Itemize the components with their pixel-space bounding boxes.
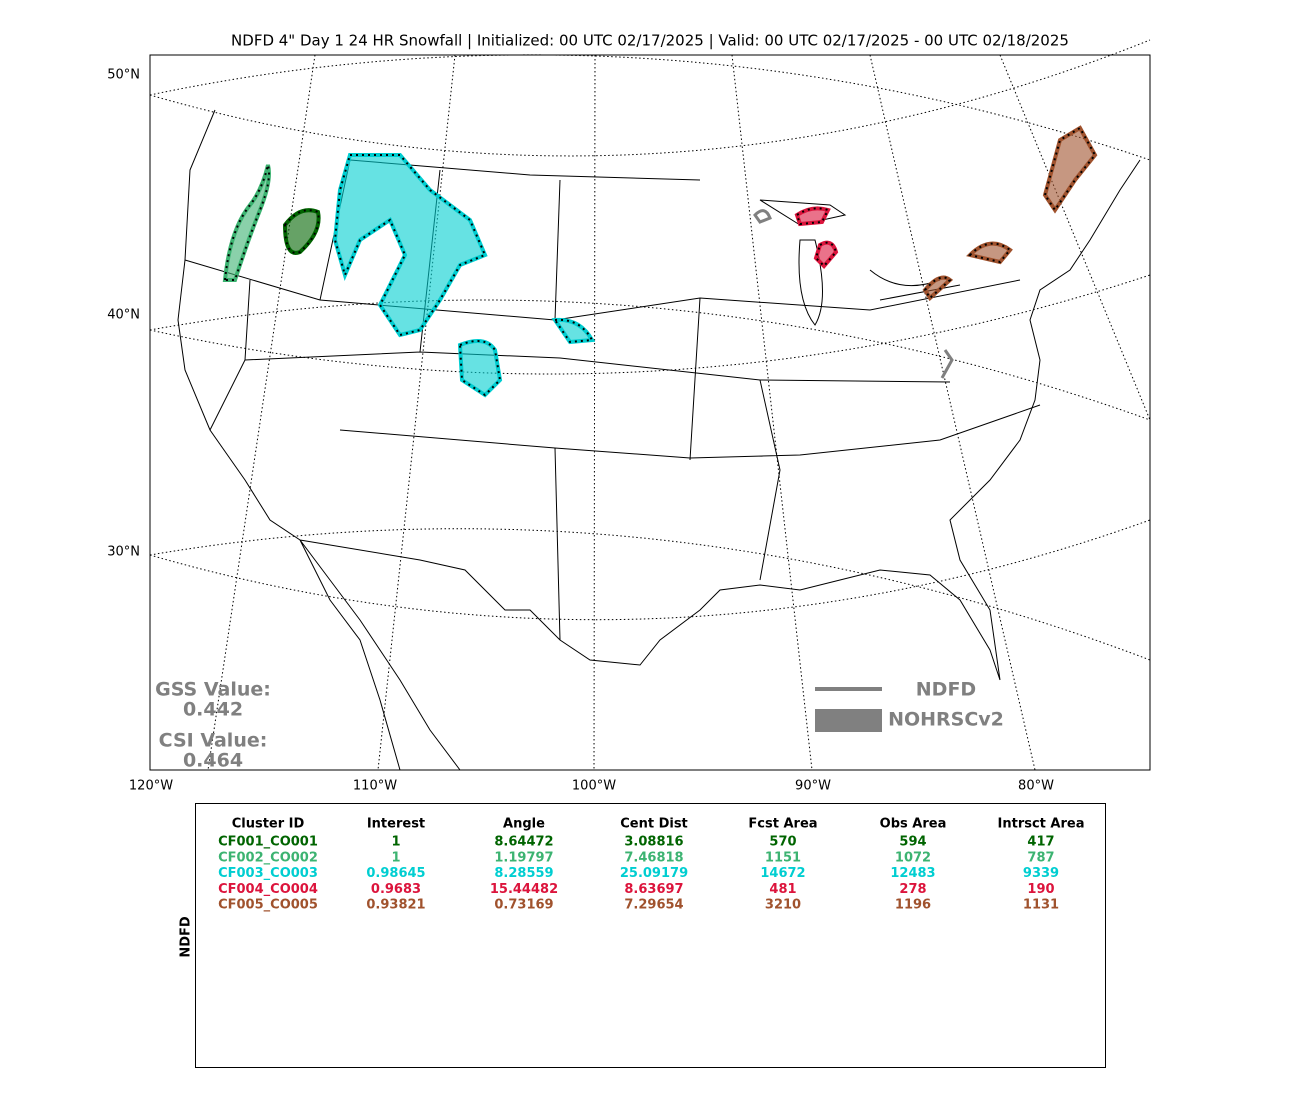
table-cell: 594 bbox=[899, 835, 926, 850]
column-header: Cluster ID bbox=[232, 817, 305, 832]
table-cell: CF004_CO004 bbox=[218, 882, 318, 897]
graticule bbox=[149, 39, 1151, 771]
table-cell: 3210 bbox=[765, 898, 801, 913]
table-cell: CF003_CO003 bbox=[218, 866, 318, 881]
gss-label: GSS Value: bbox=[155, 679, 271, 701]
table-cell: 9339 bbox=[1023, 866, 1059, 881]
table-cell: 0.98645 bbox=[366, 866, 425, 881]
lon-line bbox=[999, 54, 1151, 421]
table-cell: 787 bbox=[1027, 850, 1054, 865]
great-lakes bbox=[759, 199, 961, 326]
object-outline bbox=[283, 209, 320, 254]
table-cell: 15.44482 bbox=[490, 882, 558, 897]
lat-label: 40°N bbox=[107, 308, 140, 323]
object-3 bbox=[551, 317, 596, 345]
map: NDFD NOHRSCv2 GSS Value: 0.442 CSI Value:… bbox=[149, 39, 1151, 772]
ndfd-contour bbox=[940, 349, 954, 379]
legend-label: NOHRSCv2 bbox=[888, 709, 1004, 731]
table-cell: CF002_CO002 bbox=[218, 850, 318, 865]
table-cell: 1 bbox=[391, 835, 400, 850]
object-outline bbox=[795, 207, 830, 226]
legend-label: NDFD bbox=[916, 679, 976, 701]
column-header: Fcst Area bbox=[748, 817, 817, 832]
table-cell: 8.28559 bbox=[494, 866, 553, 881]
object-5 bbox=[922, 275, 954, 302]
column-header: Interest bbox=[367, 817, 425, 832]
table-cell: 570 bbox=[769, 835, 796, 850]
table-cell: 0.93821 bbox=[366, 898, 425, 913]
coastline bbox=[177, 109, 1141, 771]
table-cell: 190 bbox=[1027, 882, 1054, 897]
object-outline bbox=[814, 241, 838, 268]
table-cell: 7.46818 bbox=[624, 850, 683, 865]
lat-label: 30°N bbox=[107, 545, 140, 560]
lon-label: 120°W bbox=[129, 779, 173, 794]
table-cell: 8.64472 bbox=[494, 835, 553, 850]
column-header: Obs Area bbox=[880, 817, 947, 832]
ndfd-contours bbox=[753, 209, 954, 379]
object-outline bbox=[968, 242, 1012, 264]
table-cell: 1 bbox=[391, 850, 400, 865]
column-header: Cent Dist bbox=[620, 817, 688, 832]
table-cell: 417 bbox=[1027, 835, 1054, 850]
csi-label: CSI Value: bbox=[159, 730, 268, 752]
objects bbox=[222, 125, 1098, 398]
table-cell: 1151 bbox=[765, 850, 801, 865]
lon-label: 110°W bbox=[353, 779, 397, 794]
table-cell: 25.09179 bbox=[620, 866, 688, 881]
table-cell: 481 bbox=[769, 882, 796, 897]
table-cell: 1072 bbox=[895, 850, 931, 865]
table-cell: 12483 bbox=[890, 866, 935, 881]
lon-label: 90°W bbox=[795, 779, 831, 794]
table-cell: 0.9683 bbox=[371, 882, 421, 897]
table-cell: CF001_CO001 bbox=[218, 835, 318, 850]
table: Cluster ID Interest Angle Cent Dist Fcst Are… bbox=[218, 817, 1084, 913]
lat-line bbox=[149, 519, 1151, 621]
table-cell: 278 bbox=[899, 882, 926, 897]
table-frame bbox=[195, 803, 1106, 1068]
table-cell: 1131 bbox=[1023, 898, 1059, 913]
object-outline bbox=[458, 340, 502, 397]
lon-label: 80°W bbox=[1018, 779, 1054, 794]
object-5 bbox=[1042, 125, 1098, 214]
table-cell: 0.73169 bbox=[494, 898, 553, 913]
gss-value: 0.442 bbox=[183, 699, 243, 721]
column-header: Angle bbox=[503, 817, 545, 832]
table-side-label: NDFD bbox=[179, 916, 194, 958]
legend-swatch bbox=[815, 709, 882, 732]
table-cell: 1196 bbox=[895, 898, 931, 913]
csi-value: 0.464 bbox=[183, 750, 243, 772]
object-3 bbox=[332, 153, 488, 338]
table-cell: 8.63697 bbox=[624, 882, 683, 897]
table-cell: CF005_CO005 bbox=[218, 898, 318, 913]
table-cell: 3.08816 bbox=[624, 835, 683, 850]
map-frame bbox=[149, 54, 1151, 771]
axis-labels: 50°N 40°N 30°N 120°W 110°W 100°W 90°W 80°W bbox=[107, 68, 1054, 794]
title: NDFD 4" Day 1 24 HR Snowfall | Initializ… bbox=[231, 32, 1069, 50]
lat-label: 50°N bbox=[107, 68, 140, 83]
lon-line bbox=[207, 54, 316, 771]
lat-line bbox=[149, 274, 1151, 375]
ndfd-contour bbox=[753, 209, 772, 224]
legend: NDFD NOHRSCv2 bbox=[815, 679, 1004, 732]
object-outline bbox=[223, 164, 270, 281]
table-cell: 7.29654 bbox=[624, 898, 683, 913]
column-header: Intrsct Area bbox=[998, 817, 1085, 832]
table-cell: 1.19797 bbox=[494, 850, 553, 865]
lat-line bbox=[149, 54, 1151, 161]
object-4 bbox=[794, 206, 831, 227]
lon-label: 100°W bbox=[572, 779, 616, 794]
table-cell: 14672 bbox=[760, 866, 805, 881]
